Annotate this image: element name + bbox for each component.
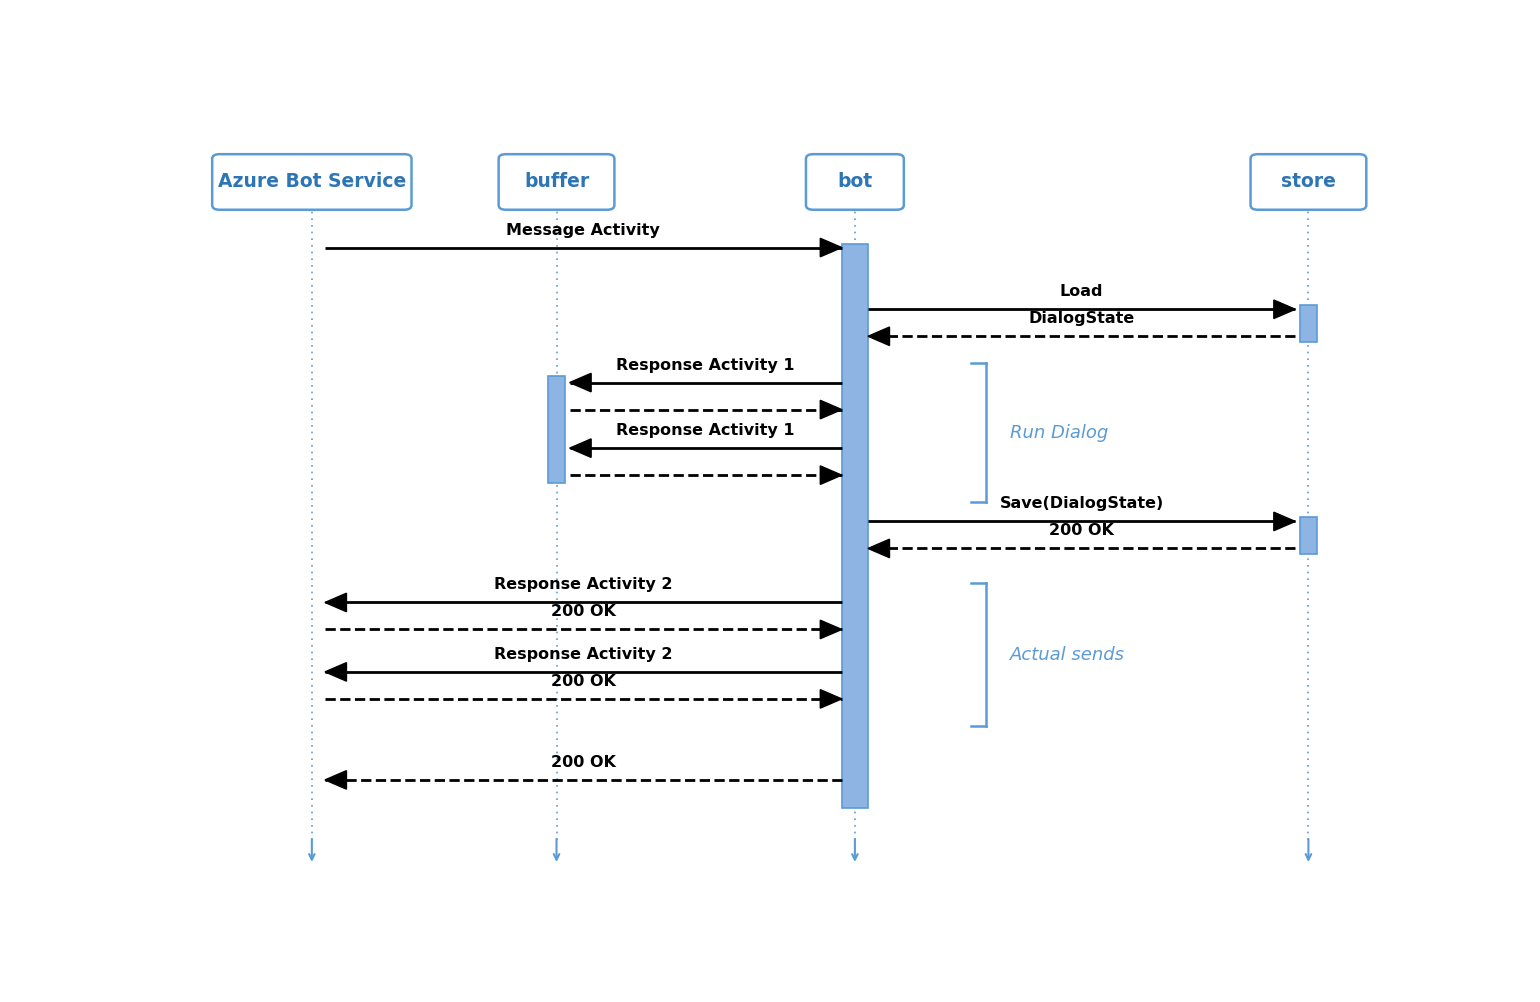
Bar [1300,306,1317,343]
Text: DialogState: DialogState [1029,312,1135,327]
Polygon shape [1274,300,1295,319]
Text: store: store [1281,172,1335,191]
Polygon shape [325,662,346,681]
Polygon shape [821,401,842,419]
Bar [548,377,565,483]
Polygon shape [570,439,591,457]
Polygon shape [821,466,842,484]
Polygon shape [869,539,890,558]
Text: Azure Bot Service: Azure Bot Service [217,172,407,191]
Text: Response Activity 2: Response Activity 2 [494,647,673,662]
Text: Response Activity 1: Response Activity 1 [616,358,795,373]
Bar [1300,517,1317,554]
Polygon shape [325,593,346,611]
Text: Run Dialog: Run Dialog [1010,424,1109,442]
Text: Load: Load [1060,285,1103,300]
Polygon shape [325,771,346,790]
Polygon shape [1274,512,1295,531]
Text: 200 OK: 200 OK [551,674,616,688]
Text: Response Activity 1: Response Activity 1 [616,423,795,438]
Text: 200 OK: 200 OK [1049,523,1113,538]
Bar [842,243,869,809]
FancyBboxPatch shape [499,154,614,209]
FancyBboxPatch shape [213,154,411,209]
FancyBboxPatch shape [805,154,904,209]
Text: bot: bot [838,172,873,191]
Text: 200 OK: 200 OK [551,604,616,619]
Text: 200 OK: 200 OK [551,755,616,770]
Polygon shape [821,689,842,708]
Text: buffer: buffer [524,172,590,191]
Polygon shape [570,374,591,392]
Polygon shape [821,620,842,638]
Text: Actual sends: Actual sends [1010,645,1126,663]
Polygon shape [821,238,842,257]
FancyBboxPatch shape [1250,154,1366,209]
Polygon shape [869,327,890,346]
Text: Save(DialogState): Save(DialogState) [999,496,1164,511]
Text: Message Activity: Message Activity [507,222,661,237]
Text: Response Activity 2: Response Activity 2 [494,577,673,592]
